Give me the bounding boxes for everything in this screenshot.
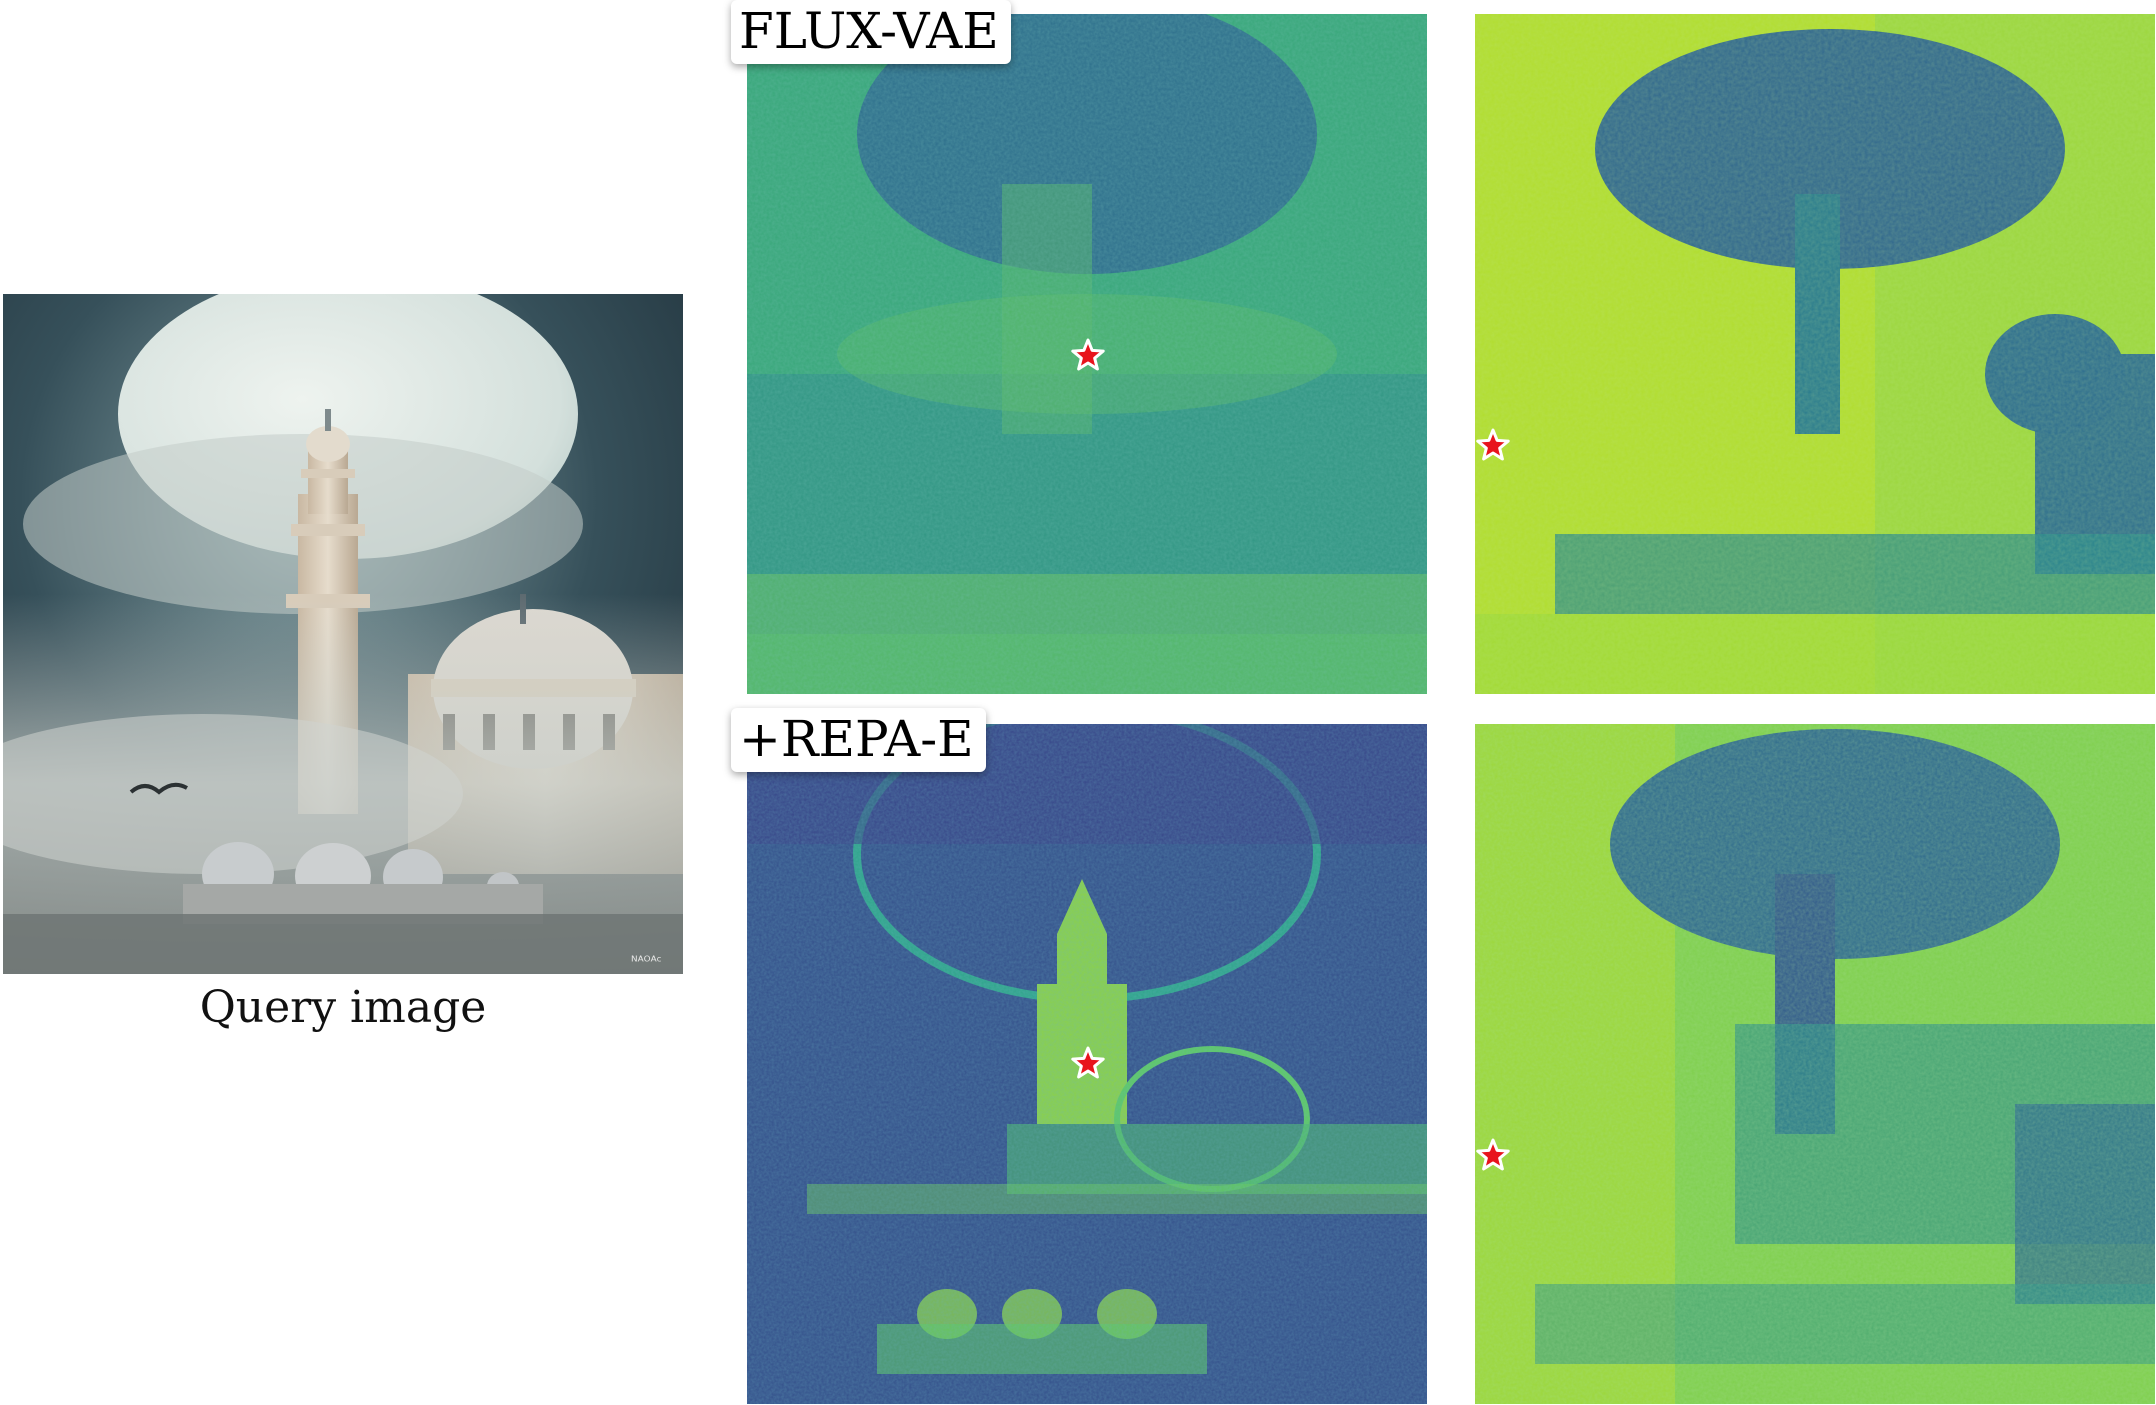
heatmap-image <box>747 14 1427 694</box>
heatmap-image <box>1475 724 2155 1404</box>
heatmap-flux-vae-center <box>747 14 1427 694</box>
watermark: ᴺᴬᴼᴬᶜ <box>631 954 662 970</box>
row-label-repa-e: +REPA-E <box>731 708 986 772</box>
row-label-flux-vae: FLUX-VAE <box>731 0 1011 64</box>
heatmap-image <box>747 724 1427 1404</box>
query-image: ᴺᴬᴼᴬᶜ <box>3 294 683 974</box>
heatmap-flux-vae-edge <box>1475 14 2155 694</box>
heatmap-repa-e-center <box>747 724 1427 1404</box>
query-image-illustration: ᴺᴬᴼᴬᶜ <box>3 294 683 974</box>
heatmap-image <box>1475 14 2155 694</box>
query-image-caption: Query image <box>199 982 487 1033</box>
heatmap-repa-e-edge <box>1475 724 2155 1404</box>
